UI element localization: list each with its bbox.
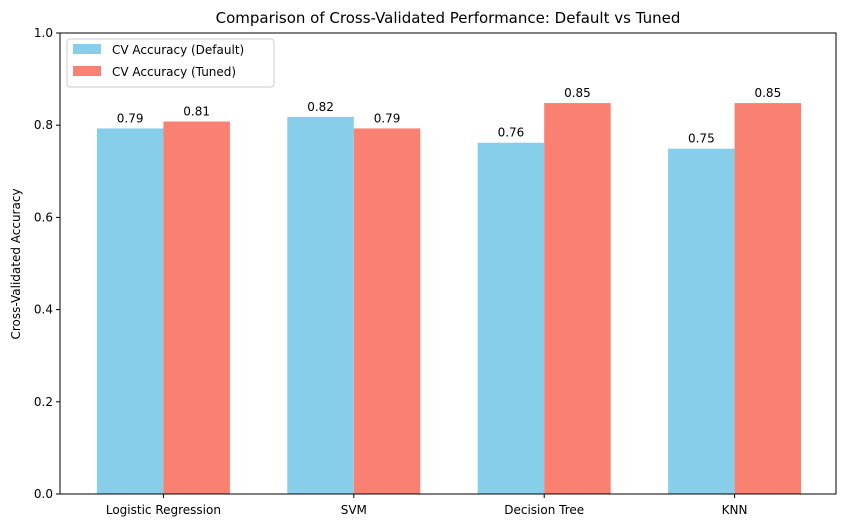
y-tick-label: 0.8 [34,118,53,132]
data-label-group: 0.79 0.81 0.82 0.79 0.76 0.85 0.75 0.85 [117,86,781,146]
y-tick-label: 0.2 [34,395,53,409]
data-label: 0.85 [754,86,781,100]
data-label: 0.79 [374,111,401,125]
bar-tuned [544,103,611,495]
y-tick-label: 0.6 [34,210,53,224]
y-axis: 0.0 0.2 0.4 0.6 0.8 1.0 [34,26,60,501]
legend-entry: CV Accuracy (Default) [112,43,244,57]
y-tick-label: 0.0 [34,487,53,501]
legend-entry: CV Accuracy (Tuned) [112,65,236,79]
x-tick-label: Logistic Regression [106,503,221,517]
x-tick-label: SVM [341,503,367,517]
legend-swatch [73,66,101,76]
x-tick-label: Decision Tree [504,503,584,517]
legend-swatch [73,44,101,54]
data-label: 0.76 [498,126,525,140]
x-tick-label: KNN [722,503,748,517]
bar-group [96,103,802,495]
y-tick-label: 0.4 [34,303,53,317]
legend: CV Accuracy (Default) CV Accuracy (Tuned) [66,38,275,88]
bar-default [287,116,354,494]
bar-tuned [163,121,230,495]
chart-title: Comparison of Cross-Validated Performanc… [216,9,681,27]
data-label: 0.75 [688,132,715,146]
y-axis-label: Cross-Validated Accuracy [9,188,23,339]
data-label: 0.85 [564,86,591,100]
bar-default [668,148,735,494]
data-label: 0.82 [307,100,334,114]
bar-tuned [734,103,802,495]
legend-box [66,38,275,88]
plot-frame [59,32,837,495]
y-tick-label: 1.0 [34,26,53,40]
bar-tuned [353,128,421,494]
data-label: 0.81 [183,105,210,119]
data-label: 0.79 [117,111,144,125]
x-axis: Logistic Regression SVM Decision Tree KNN [106,494,748,517]
bar-default [477,142,545,494]
bar-default [96,128,164,494]
